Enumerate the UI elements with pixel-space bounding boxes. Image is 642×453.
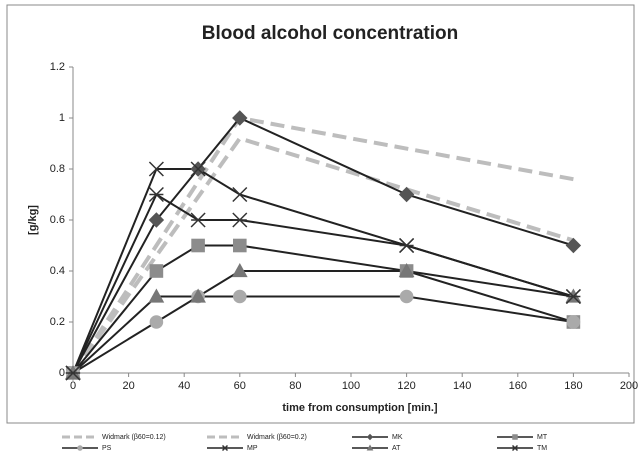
y-tick-label: 0 xyxy=(59,367,65,379)
y-tick-label: 0.2 xyxy=(50,316,65,328)
y-tick-label: 1 xyxy=(59,112,65,124)
point xyxy=(231,262,248,278)
point xyxy=(190,161,206,177)
x-tick-label: 140 xyxy=(453,380,471,392)
legend-marker xyxy=(366,433,374,441)
line xyxy=(72,244,574,374)
y-tick-label: 0.4 xyxy=(50,265,65,277)
chart-title: Blood alcohol concentration xyxy=(202,23,459,44)
x-tick-label: 40 xyxy=(178,380,190,392)
point xyxy=(399,289,414,304)
point xyxy=(565,288,581,305)
legend-label: MP xyxy=(247,445,258,452)
point xyxy=(233,238,247,253)
legend-marker xyxy=(366,444,374,451)
line xyxy=(72,295,574,374)
dashed-line xyxy=(71,136,574,375)
legend-marker xyxy=(221,444,229,452)
legend-label: Widmark (β60=0.2) xyxy=(247,434,307,441)
point xyxy=(148,186,164,203)
line xyxy=(72,116,574,374)
x-tick-label: 0 xyxy=(70,380,76,392)
legend-label: MK xyxy=(392,434,403,441)
x-tick-label: 100 xyxy=(342,380,360,392)
legend-label: Widmark (β60=0.12) xyxy=(102,434,166,441)
point xyxy=(148,212,165,228)
x-tick-label: 60 xyxy=(234,380,246,392)
point xyxy=(149,315,164,329)
legend-marker xyxy=(77,445,83,451)
y-tick-label: 0.6 xyxy=(50,214,65,226)
point xyxy=(190,288,206,303)
legend-marker xyxy=(512,434,518,440)
x-tick-label: 120 xyxy=(397,380,415,392)
legend-label: PS xyxy=(102,445,112,452)
point xyxy=(398,186,415,203)
point xyxy=(399,237,415,254)
x-tick-label: 20 xyxy=(122,380,134,392)
y-axis-label: [g/kg] xyxy=(27,205,39,235)
x-tick-label: 180 xyxy=(564,380,582,392)
point xyxy=(232,186,248,203)
legend-marker xyxy=(511,444,519,452)
y-tick-label: 0.8 xyxy=(50,163,65,175)
line xyxy=(72,193,574,374)
point xyxy=(565,237,582,254)
y-tick-label: 1.2 xyxy=(50,61,65,73)
point xyxy=(190,212,206,228)
point xyxy=(65,365,81,381)
x-tick-label: 160 xyxy=(509,380,527,392)
x-tick-label: 80 xyxy=(289,380,301,392)
x-axis-label: time from consumption [min.] xyxy=(282,402,438,414)
line xyxy=(72,270,574,374)
point xyxy=(232,212,248,228)
point xyxy=(148,288,165,303)
point xyxy=(148,161,164,177)
point xyxy=(233,289,247,304)
point xyxy=(566,315,581,329)
point xyxy=(398,262,415,278)
point xyxy=(191,238,205,253)
legend-label: TM xyxy=(537,445,547,452)
frame xyxy=(6,4,635,424)
point xyxy=(232,110,248,126)
legend-label: MT xyxy=(537,434,548,441)
point xyxy=(149,264,164,278)
legend-label: AT xyxy=(392,445,401,452)
x-tick-label: 200 xyxy=(620,380,638,392)
